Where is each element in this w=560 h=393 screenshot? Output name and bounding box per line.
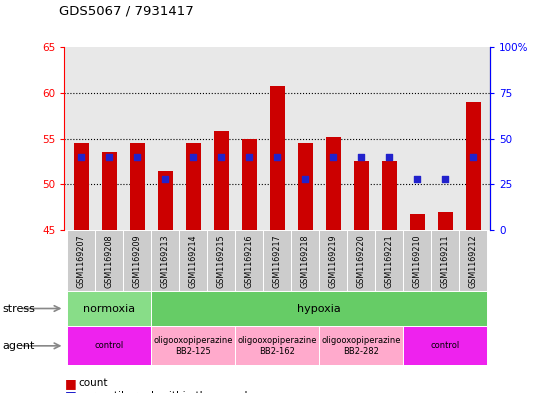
Bar bbox=[95, 230, 123, 291]
Text: GSM1169220: GSM1169220 bbox=[357, 235, 366, 288]
Text: agent: agent bbox=[3, 341, 35, 351]
Bar bbox=[291, 230, 319, 291]
Point bbox=[441, 176, 450, 182]
Text: count: count bbox=[78, 378, 108, 388]
Bar bbox=[241, 138, 257, 230]
Text: normoxia: normoxia bbox=[83, 303, 136, 314]
Text: GSM1169215: GSM1169215 bbox=[217, 235, 226, 288]
Bar bbox=[319, 230, 347, 291]
Bar bbox=[297, 143, 313, 230]
Text: GSM1169212: GSM1169212 bbox=[469, 235, 478, 288]
Text: hypoxia: hypoxia bbox=[297, 303, 341, 314]
Point bbox=[469, 154, 478, 160]
Text: GSM1169211: GSM1169211 bbox=[441, 235, 450, 288]
Point bbox=[245, 154, 254, 160]
Bar bbox=[375, 230, 403, 291]
Point bbox=[105, 154, 114, 160]
Text: stress: stress bbox=[3, 303, 36, 314]
Point bbox=[357, 154, 366, 160]
Bar bbox=[409, 214, 425, 230]
Text: GSM1169221: GSM1169221 bbox=[385, 235, 394, 288]
Point bbox=[273, 154, 282, 160]
Text: GSM1169208: GSM1169208 bbox=[105, 235, 114, 288]
Bar bbox=[235, 326, 319, 365]
Bar bbox=[151, 230, 179, 291]
Text: percentile rank within the sample: percentile rank within the sample bbox=[78, 391, 254, 393]
Bar bbox=[157, 171, 173, 230]
Bar bbox=[465, 102, 481, 230]
Bar bbox=[151, 291, 487, 326]
Point bbox=[329, 154, 338, 160]
Text: ■: ■ bbox=[64, 376, 76, 390]
Text: GSM1169210: GSM1169210 bbox=[413, 235, 422, 288]
Text: GSM1169216: GSM1169216 bbox=[245, 235, 254, 288]
Bar bbox=[67, 326, 151, 365]
Text: control: control bbox=[95, 342, 124, 350]
Bar bbox=[101, 152, 117, 230]
Point bbox=[301, 176, 310, 182]
Bar bbox=[325, 137, 341, 230]
Bar bbox=[67, 291, 151, 326]
Point bbox=[161, 176, 170, 182]
Bar bbox=[319, 326, 403, 365]
Bar bbox=[213, 131, 229, 230]
Bar bbox=[151, 326, 235, 365]
Bar bbox=[459, 230, 487, 291]
Bar bbox=[437, 211, 453, 230]
Point bbox=[189, 154, 198, 160]
Bar bbox=[185, 143, 201, 230]
Text: GSM1169209: GSM1169209 bbox=[133, 235, 142, 288]
Bar bbox=[269, 86, 285, 230]
Text: ■: ■ bbox=[64, 389, 76, 393]
Text: GSM1169217: GSM1169217 bbox=[273, 235, 282, 288]
Bar bbox=[179, 230, 207, 291]
Text: control: control bbox=[431, 342, 460, 350]
Bar bbox=[263, 230, 291, 291]
Text: GSM1169219: GSM1169219 bbox=[329, 235, 338, 288]
Text: GDS5067 / 7931417: GDS5067 / 7931417 bbox=[59, 5, 194, 18]
Text: GSM1169207: GSM1169207 bbox=[77, 235, 86, 288]
Text: GSM1169214: GSM1169214 bbox=[189, 235, 198, 288]
Text: GSM1169213: GSM1169213 bbox=[161, 235, 170, 288]
Bar bbox=[381, 162, 397, 230]
Bar bbox=[347, 230, 375, 291]
Point bbox=[77, 154, 86, 160]
Text: oligooxopiperazine
BB2-282: oligooxopiperazine BB2-282 bbox=[321, 336, 401, 356]
Bar bbox=[403, 230, 431, 291]
Point bbox=[385, 154, 394, 160]
Bar bbox=[403, 326, 487, 365]
Point bbox=[413, 176, 422, 182]
Point bbox=[217, 154, 226, 160]
Bar bbox=[129, 143, 145, 230]
Bar bbox=[207, 230, 235, 291]
Text: GSM1169218: GSM1169218 bbox=[301, 235, 310, 288]
Bar bbox=[73, 143, 89, 230]
Point bbox=[133, 154, 142, 160]
Bar bbox=[353, 162, 369, 230]
Bar bbox=[67, 230, 95, 291]
Text: oligooxopiperazine
BB2-125: oligooxopiperazine BB2-125 bbox=[153, 336, 233, 356]
Bar bbox=[431, 230, 459, 291]
Bar bbox=[123, 230, 151, 291]
Bar bbox=[235, 230, 263, 291]
Text: oligooxopiperazine
BB2-162: oligooxopiperazine BB2-162 bbox=[237, 336, 317, 356]
